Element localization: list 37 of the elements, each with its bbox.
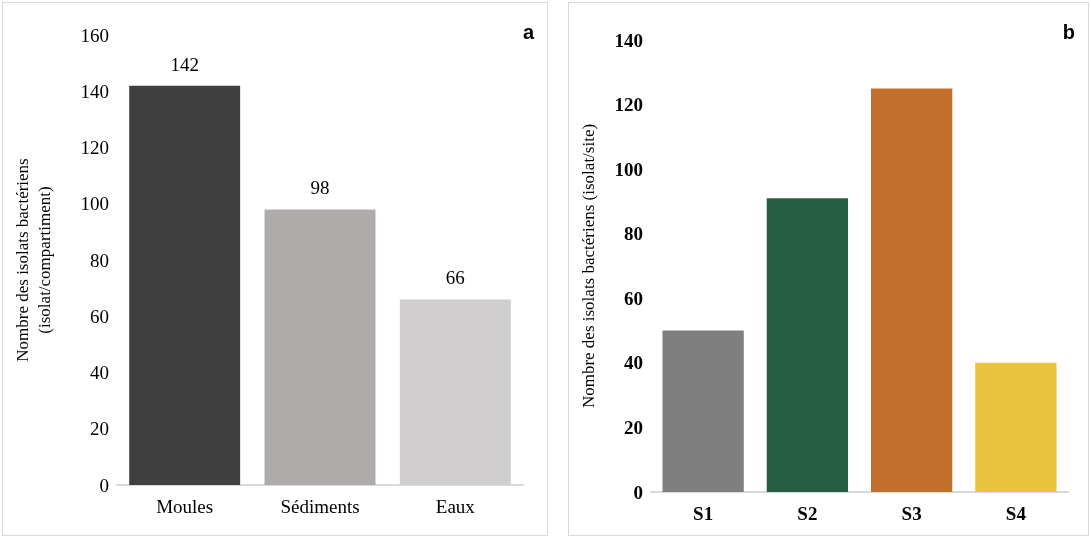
bar [975, 362, 1057, 492]
y-tick-label: 0 [633, 481, 643, 503]
bar [264, 209, 376, 485]
chart-title: a [522, 21, 535, 43]
x-tick-label: Sédiments [280, 496, 360, 517]
y-tick-label: 20 [624, 416, 643, 438]
y-tick-label: 140 [614, 29, 643, 51]
y-tick-label: 80 [90, 249, 109, 271]
y-tick-label: 20 [90, 418, 109, 440]
y-tick-label: 80 [624, 223, 643, 245]
data-label: 98 [310, 177, 330, 199]
bar [766, 198, 849, 492]
bar [870, 88, 953, 492]
x-tick-label: Eaux [435, 496, 476, 517]
y-axis-title: Nombre des isolats bactériens (isolat/compartiment) [12, 158, 54, 362]
y-tick-label: 40 [90, 362, 109, 383]
y-tick-label: 0 [99, 474, 109, 496]
y-tick-label: 60 [624, 287, 643, 309]
data-label: 66 [445, 267, 465, 289]
y-tick-label: 60 [90, 305, 109, 327]
y-tick-label: 140 [80, 80, 109, 102]
y-tick-label: 40 [624, 352, 643, 374]
y-tick-label: 120 [80, 137, 109, 158]
y-axis-title: Nombre des isolats bactériens (isolat/site) [578, 123, 598, 409]
x-tick-label: S1 [693, 503, 714, 524]
x-tick-label: Moules [156, 496, 214, 517]
x-tick-label: S2 [797, 503, 818, 524]
bar [662, 330, 744, 492]
y-tick-label: 160 [80, 24, 109, 46]
x-tick-label: S4 [1005, 503, 1027, 524]
x-tick-label: S3 [901, 503, 922, 524]
chart-title: b [1062, 21, 1075, 43]
bar [129, 85, 241, 485]
y-tick-label: 120 [614, 94, 643, 116]
y-tick-label: 100 [80, 193, 109, 215]
y-tick-label: 100 [614, 158, 643, 180]
data-label: 142 [170, 53, 199, 75]
